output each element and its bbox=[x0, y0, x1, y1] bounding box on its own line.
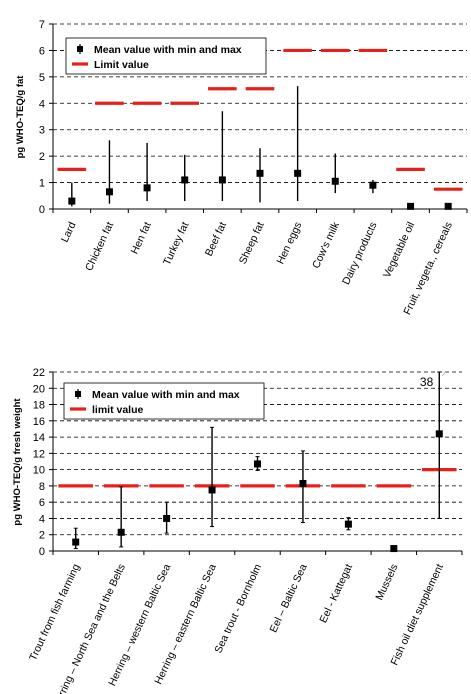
legend-mean-marker bbox=[75, 391, 81, 397]
category-label: Sea trout - Bornholm bbox=[212, 562, 264, 655]
category-label: Eel - Kattegat bbox=[317, 562, 355, 625]
y-tick-label: 7 bbox=[39, 19, 45, 31]
category-label: Sheep fat bbox=[237, 220, 267, 266]
legend-box bbox=[65, 37, 267, 75]
y-tick-label: 6 bbox=[39, 45, 45, 57]
mean-marker bbox=[435, 430, 443, 438]
mean-marker bbox=[181, 176, 189, 184]
category-label: Chicken fat bbox=[83, 220, 116, 273]
y-tick-label: 4 bbox=[39, 98, 45, 110]
chart-fat-basis: 0 1 2 3 4 5 6 7 pg WHO-TEQ/g fat Lard Chicken fat H… bbox=[15, 19, 468, 317]
mean-marker bbox=[208, 486, 216, 494]
category-label: Hen fat bbox=[129, 220, 154, 256]
mean-marker bbox=[143, 184, 151, 192]
legend-limit-label: Limit value bbox=[94, 59, 149, 71]
y-tick-label: 6 bbox=[39, 497, 45, 509]
mean-marker bbox=[369, 181, 377, 189]
y-tick-label: 2 bbox=[39, 530, 45, 542]
legend-mean-marker bbox=[77, 46, 83, 52]
category-label: Hen eggs bbox=[274, 220, 304, 266]
mean-marker bbox=[72, 538, 80, 546]
y-tick-label: 18 bbox=[33, 400, 45, 412]
y-tick-label: 2 bbox=[39, 151, 45, 163]
mean-marker bbox=[256, 169, 264, 177]
mean-marker bbox=[444, 202, 452, 210]
legend-mean-label: Mean value with min and max bbox=[94, 44, 242, 56]
legend: Mean value with min and max Limit value bbox=[65, 37, 267, 75]
mean-marker bbox=[294, 169, 302, 177]
category-label: Eel – Baltic Sea bbox=[267, 562, 309, 634]
y-tick-label: 12 bbox=[33, 448, 45, 460]
y-tick-label: 20 bbox=[33, 383, 45, 395]
category-label: Turkey fat bbox=[161, 220, 191, 267]
chart-fresh-weight-basis: 0 2 4 6 8 10 12 14 16 18 20 22 pg WHO-TEQ/g fresh we… bbox=[12, 367, 463, 694]
mean-marker bbox=[254, 460, 261, 468]
legend: Mean value with min and max limit value bbox=[63, 382, 265, 420]
category-label: Cow's milk bbox=[310, 220, 342, 271]
legend-limit-label: limit value bbox=[92, 404, 144, 416]
mean-marker bbox=[105, 188, 113, 196]
mean-marker bbox=[344, 520, 352, 528]
y-tick-label: 0 bbox=[39, 546, 45, 558]
y-tick-label: 10 bbox=[33, 465, 45, 477]
mean-marker bbox=[68, 197, 76, 205]
mean-marker bbox=[218, 176, 226, 184]
y-tick-label: 22 bbox=[33, 367, 45, 379]
y-tick-label: 16 bbox=[33, 416, 45, 428]
y-tick-label: 14 bbox=[33, 432, 45, 444]
category-label: Mussels bbox=[373, 562, 400, 602]
y-tick-label: 5 bbox=[39, 72, 45, 84]
off-scale-annotation: 38 bbox=[420, 375, 434, 389]
mean-marker bbox=[163, 514, 171, 522]
y-tick-label: 1 bbox=[39, 178, 45, 190]
category-label: Vegetable oil bbox=[381, 220, 417, 280]
mean-marker bbox=[331, 177, 339, 185]
y-tick-label: 8 bbox=[39, 481, 45, 493]
category-label: Trout from fish farming bbox=[27, 562, 82, 663]
category-label: Dairy products bbox=[340, 220, 379, 286]
legend-box bbox=[63, 382, 265, 420]
mean-marker bbox=[117, 528, 125, 536]
mean-marker bbox=[299, 479, 307, 487]
y-tick-label: 4 bbox=[39, 513, 45, 525]
category-label: Beef fat bbox=[203, 220, 229, 258]
category-label: Fish oil diet supplement bbox=[389, 562, 447, 667]
mean-marker bbox=[390, 545, 398, 553]
y-tick-label: 3 bbox=[39, 125, 45, 137]
off-scale-marker bbox=[441, 371, 446, 377]
y-tick-label: 0 bbox=[39, 204, 45, 216]
y-axis-label: pg WHO-TEQ/g fat bbox=[15, 75, 26, 159]
y-axis-label: pg WHO-TEQ/g fresh weight bbox=[12, 398, 23, 526]
legend-mean-label: Mean value with min and max bbox=[92, 389, 240, 401]
category-label: Lard bbox=[59, 220, 79, 244]
mean-marker bbox=[407, 202, 415, 210]
